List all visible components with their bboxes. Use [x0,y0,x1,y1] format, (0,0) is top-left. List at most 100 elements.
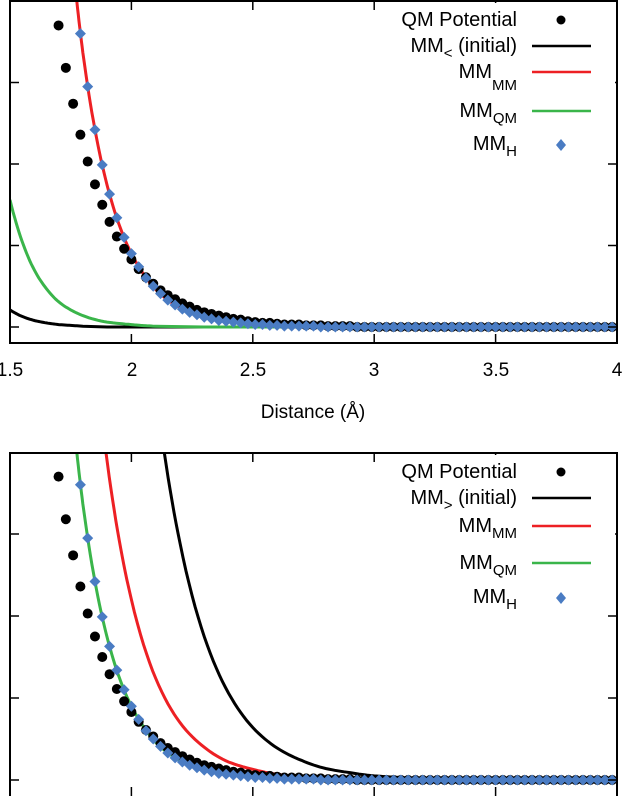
mm-h-point [140,725,152,737]
mm-h-point [533,321,545,333]
mm-h-point [315,321,327,333]
mm-h-point [257,319,269,331]
mm-h-point [533,774,545,786]
mm-h-point [562,321,574,333]
mm-h-point [526,774,538,786]
x-tick-label: 2 [127,360,138,381]
plot-frame [9,452,618,796]
x-tick-labels: 1.5 2 2.5 3 3.5 4 [0,360,623,381]
mm-h-point [366,321,378,333]
mm-h-point [526,321,538,333]
mm-h-point [439,321,451,333]
mm-h-point [519,321,531,333]
mm-h-point [308,773,319,785]
mm-h-point [308,320,319,332]
legend-label-mm-mm: MMMM [459,61,517,94]
mm-h-point [322,774,334,786]
mm-h-point [300,320,312,332]
mm-h-point [278,320,290,332]
mm-h-point [162,294,174,306]
mm-h-point [242,771,254,783]
mm-h-point [198,311,210,323]
x-tick-label: 4 [612,360,623,381]
mm-h-point [562,774,574,786]
mm-h-point [504,774,516,786]
mm-h-point [417,321,429,333]
mm-h-point [118,231,130,243]
mm-h-point [584,321,596,333]
legend-marker-diamond [556,592,566,604]
mm-h-point [118,684,130,696]
mm-h-point [96,611,108,623]
x-tick-label: 3 [369,360,380,381]
mm-h-point [155,740,167,752]
qm-potential-point [119,696,130,707]
mm-h-point [213,767,225,779]
mm-h-point [388,774,400,786]
mm-h-point [220,315,232,327]
mm-h-point [409,321,421,333]
plot-area [10,1,617,333]
mm-h-point [155,288,167,300]
x-axis-label: Distance (Å) [261,402,366,423]
legend-label-qm-potential: QM Potential [401,9,517,31]
qm-potential-point [60,62,71,73]
qm-potential-point [126,706,137,717]
mm-h-point [111,664,123,676]
mm-h-point [264,319,276,331]
qm-potential-point [60,514,71,525]
mm-h-point [74,28,86,40]
mm-h-point [446,774,458,786]
mm-h-point [409,774,421,786]
mm-h-point [511,774,523,786]
mm-h-point [497,774,509,786]
mm-h-point [599,774,611,786]
mm-h-point [213,314,225,326]
mm-h-point [286,320,298,332]
mm-h-point [74,479,86,491]
mm-h-point [475,774,487,786]
qm-potential-point [68,550,79,561]
mm-h-point [592,774,604,786]
qm-potential-point [89,631,100,642]
mm-h-point [453,774,465,786]
mm-h-point [577,774,589,786]
mm-h-point [570,321,582,333]
mm-h-point [140,272,152,284]
mm-h-point [329,321,341,333]
mm-h-point [337,321,349,333]
mm-h-point [468,321,480,333]
mm-h-point [337,774,349,786]
mm-h-point [497,321,509,333]
qm-potential-point [104,669,115,680]
mm-h-point [453,321,465,333]
mm-h-point [293,320,305,332]
mm-h-point [373,774,385,786]
mm-h-point [380,774,392,786]
mm-h-point [206,313,218,325]
mm-h-point [388,321,400,333]
mm-h-point [169,752,181,764]
mm-h-point [511,321,523,333]
mm-h-point [351,321,363,333]
mm-h-point [358,774,370,786]
mm-h-point [271,772,283,784]
mm-h-point [570,774,582,786]
x-tick-label: 2.5 [240,360,266,381]
mm-h-point [220,768,232,780]
legend: QM Potential MM> (initial) MMMM MMQM MMH [380,455,615,613]
mm-h-point [548,321,560,333]
mm-h-point [242,318,254,330]
bottom-chart: QM Potential MM> (initial) MMMM MMQM MMH [9,452,618,796]
mm-h-point [519,774,531,786]
legend-label-qm-potential: QM Potential [401,461,517,483]
mm-h-point [89,124,101,136]
legend-label-mm-h: MMH [473,133,517,160]
mm-h-point [227,769,239,781]
mm-h-point [111,212,123,224]
mm-h-point [286,773,298,785]
qm-potential-point [97,652,108,662]
mm-h-point [468,774,480,786]
mm-h-point [322,321,334,333]
qm-potential-point [89,179,100,190]
